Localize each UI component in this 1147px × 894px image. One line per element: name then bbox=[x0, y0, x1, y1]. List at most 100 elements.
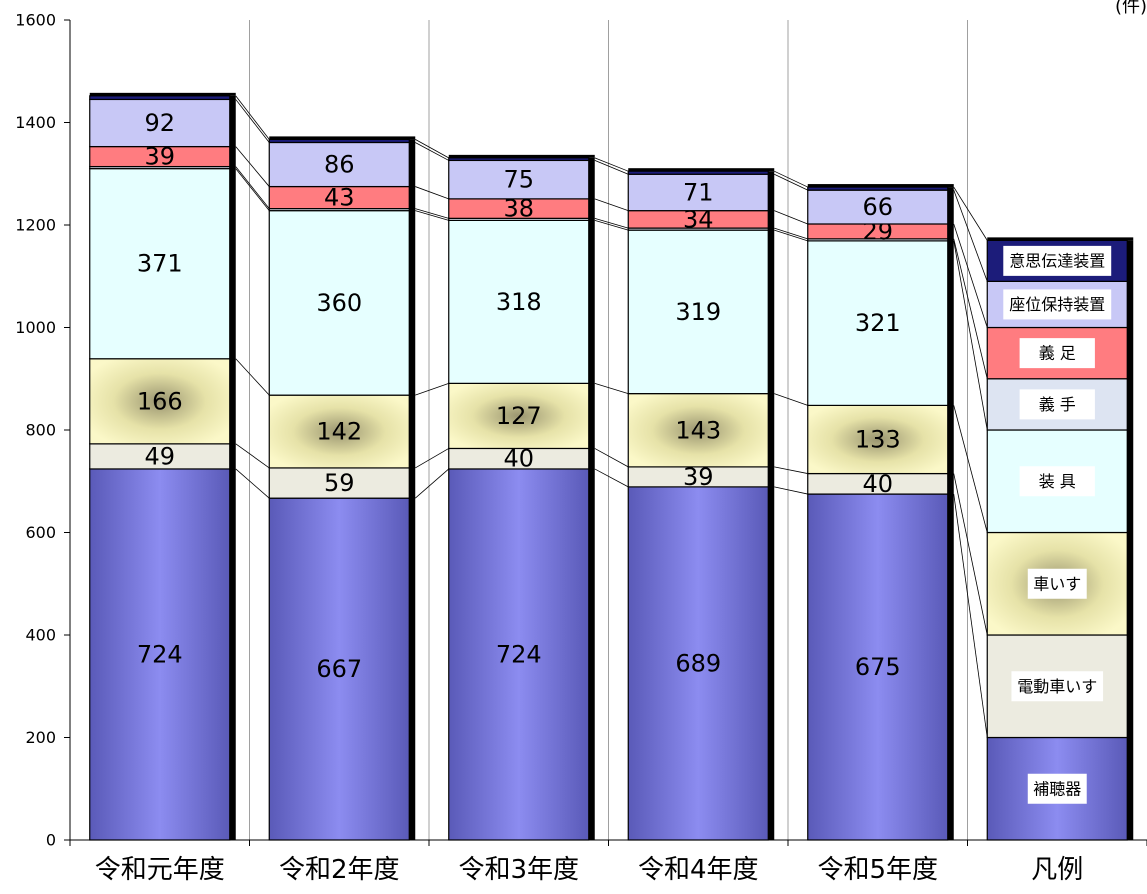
bar-segment bbox=[89, 358, 231, 445]
bar-top-edge bbox=[628, 168, 775, 172]
bar-segment bbox=[448, 468, 590, 841]
legend-label-box bbox=[1027, 568, 1087, 599]
bar-value-label: 39 bbox=[144, 143, 175, 171]
series-connector-line bbox=[235, 95, 270, 140]
bar-segment bbox=[89, 95, 231, 101]
axis-layer: 0 200 400 600 800 1000 1200 1400 1600 令和元年度 令和2年度 令… bbox=[15, 11, 1147, 885]
bar-side-shadow bbox=[409, 139, 416, 841]
bar-stack: 667 59 142 360 43 86 bbox=[268, 136, 416, 841]
bar-segment bbox=[268, 394, 410, 469]
y-tick-label: 1200 bbox=[15, 216, 56, 235]
series-connector-line bbox=[235, 443, 270, 469]
legend-label: 車いす bbox=[1033, 574, 1081, 593]
legend-label: 義 手 bbox=[1039, 395, 1076, 414]
bar-segment bbox=[807, 189, 949, 225]
bar-value-label: 143 bbox=[675, 416, 721, 444]
bar-value-label: 724 bbox=[496, 640, 542, 668]
bar-value-label: 319 bbox=[675, 298, 721, 326]
series-connector-line bbox=[774, 227, 808, 240]
legend-item: 義 手 bbox=[986, 378, 1128, 431]
legend-label-box bbox=[1003, 289, 1112, 320]
series-connector-line bbox=[235, 468, 270, 499]
bar-value-label: 66 bbox=[862, 193, 893, 221]
x-category-label: 令和5年度 bbox=[817, 855, 938, 885]
legend-item: 装 具 bbox=[986, 429, 1128, 534]
series-connector-line bbox=[594, 220, 629, 231]
series-connector-line bbox=[774, 466, 808, 474]
series-connector-line bbox=[774, 210, 808, 225]
legend-item: 意思伝達装置 bbox=[986, 239, 1128, 282]
series-connector-line bbox=[415, 208, 449, 219]
series-connector-line bbox=[594, 382, 629, 394]
legend-item: 義 足 bbox=[986, 326, 1128, 380]
y-tick-label: 0 bbox=[46, 831, 56, 850]
grid-layer bbox=[249, 20, 968, 840]
legend-connector-line bbox=[953, 223, 988, 328]
legend-label-box bbox=[1019, 466, 1095, 497]
series-connector-line bbox=[774, 229, 808, 242]
legend-item: 電動車いす bbox=[986, 634, 1128, 739]
series-connector-line bbox=[415, 142, 449, 161]
series-connector-line bbox=[414, 468, 450, 499]
y-tick-label: 400 bbox=[25, 626, 56, 645]
bar-segment bbox=[89, 468, 231, 841]
series-connector-line bbox=[235, 358, 270, 396]
y-tick-label: 200 bbox=[25, 728, 56, 747]
series-connector-line bbox=[594, 160, 629, 175]
bar-segment bbox=[268, 210, 410, 396]
bar-top-edge bbox=[807, 184, 954, 188]
bar-value-label: 71 bbox=[683, 178, 714, 206]
bar-segment bbox=[89, 443, 231, 470]
bar-value-label: 166 bbox=[137, 387, 183, 415]
legend-connector-line bbox=[953, 473, 988, 636]
bar-segment bbox=[807, 186, 949, 191]
bar-segment bbox=[268, 467, 410, 499]
bar-segment bbox=[268, 141, 410, 188]
series-connector-line bbox=[415, 448, 449, 469]
legend-label: 補聴器 bbox=[1033, 779, 1081, 798]
bar-value-label: 40 bbox=[862, 470, 893, 498]
bar-side-shadow bbox=[229, 95, 236, 841]
bar-segment bbox=[627, 229, 769, 395]
bar-value-label: 724 bbox=[137, 640, 183, 668]
series-connector-line bbox=[594, 217, 629, 229]
legend-connector-line bbox=[953, 238, 988, 379]
bar-value-label: 75 bbox=[503, 166, 534, 194]
bar-value-label: 667 bbox=[316, 655, 362, 683]
bar-value-label: 318 bbox=[496, 288, 542, 316]
legend-side-shadow bbox=[1127, 240, 1134, 840]
series-connector-line bbox=[415, 210, 449, 221]
bar-value-label: 360 bbox=[316, 289, 362, 317]
unit-label: (件) bbox=[1114, 0, 1147, 17]
legend-item: 補聴器 bbox=[986, 736, 1128, 841]
bar-top-edge bbox=[269, 136, 416, 140]
legend-label: 装 具 bbox=[1039, 472, 1076, 491]
x-category-label: 令和4年度 bbox=[638, 855, 759, 885]
bar-top-edge bbox=[448, 154, 595, 158]
connector-layer bbox=[235, 95, 988, 738]
series-connector-line bbox=[774, 173, 808, 191]
bar-value-label: 49 bbox=[144, 442, 175, 470]
y-tick-label: 1600 bbox=[15, 11, 56, 30]
series-connector-line bbox=[235, 99, 270, 143]
series-connector-line bbox=[235, 168, 270, 211]
bar-segment bbox=[268, 138, 410, 144]
x-category-label: 令和2年度 bbox=[279, 855, 400, 885]
legend-connector-line bbox=[953, 240, 988, 431]
bar-value-label: 142 bbox=[316, 418, 362, 446]
bar-value-label: 689 bbox=[675, 649, 721, 677]
y-tick-label: 600 bbox=[25, 523, 56, 542]
series-connector-line bbox=[235, 166, 270, 209]
bar-value-label: 92 bbox=[144, 109, 175, 137]
bar-value-label: 675 bbox=[855, 653, 901, 681]
x-category-label: 令和3年度 bbox=[458, 855, 579, 885]
series-connector-line bbox=[594, 157, 629, 172]
legend-item: 車いす bbox=[986, 531, 1128, 636]
bar-segment bbox=[268, 497, 410, 841]
bar-top-edge bbox=[89, 92, 236, 96]
legend-column-label: 凡例 bbox=[1031, 855, 1083, 885]
